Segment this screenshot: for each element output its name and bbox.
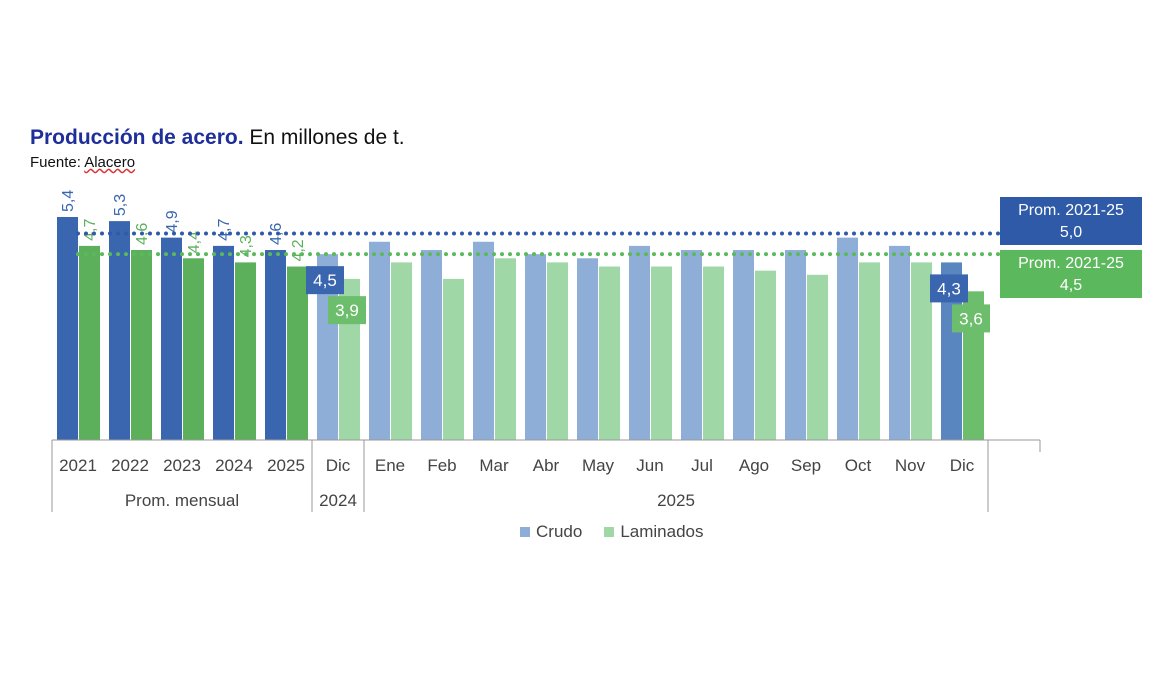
avg-crudo-value: 5,0 <box>1059 224 1083 241</box>
bar-laminados <box>287 266 308 440</box>
legend-crudo: Crudo <box>520 522 582 542</box>
category-label: Ago <box>739 456 769 475</box>
legend-label-crudo: Crudo <box>536 522 583 541</box>
group-label: Prom. mensual <box>125 491 239 510</box>
category-label: Mar <box>479 456 509 475</box>
source: Fuente: Alacero <box>30 154 135 171</box>
data-label-crudo: 4,3 <box>937 279 961 298</box>
bar-crudo <box>525 254 546 440</box>
data-label-box-crudo <box>306 266 344 295</box>
category-label: 2022 <box>111 456 149 475</box>
category-label: Ene <box>375 456 405 475</box>
title-bold: Producción de acero. <box>30 126 244 149</box>
data-label-crudo: 4,9 <box>164 210 181 232</box>
bar-crudo <box>473 241 494 440</box>
category-label: Jul <box>691 456 713 475</box>
data-label-laminados: 3,6 <box>959 309 983 328</box>
bar-laminados <box>599 266 620 440</box>
avg-lam-name: Prom. 2021-25 <box>1018 255 1124 272</box>
bar-laminados <box>911 262 932 440</box>
bar-crudo <box>421 250 442 440</box>
data-label-laminados: 4,3 <box>238 235 255 257</box>
category-label: Dic <box>950 456 975 475</box>
data-label-laminados: 3,9 <box>335 301 359 320</box>
bar-crudo <box>837 237 858 440</box>
bar-crudo <box>577 258 598 440</box>
bar-laminados <box>131 250 152 440</box>
bar-crudo <box>785 250 806 440</box>
source-name: Alacero <box>84 154 136 171</box>
data-label-laminados: 4,2 <box>290 239 307 261</box>
bar-laminados <box>807 274 828 440</box>
category-label: 2021 <box>59 456 97 475</box>
category-label: 2024 <box>215 456 253 475</box>
data-label-laminados: 4,7 <box>82 219 99 241</box>
category-label: 2025 <box>267 456 305 475</box>
category-label: Jun <box>636 456 663 475</box>
bar-laminados <box>755 270 776 440</box>
bar-laminados <box>391 262 412 440</box>
category-label: Sep <box>791 456 821 475</box>
category-label: Nov <box>895 456 926 475</box>
bar-laminados <box>859 262 880 440</box>
group-label: 2024 <box>319 491 357 510</box>
bar-laminados <box>495 258 516 440</box>
avg-crudo-name: Prom. 2021-25 <box>1018 202 1124 219</box>
category-label: Feb <box>427 456 456 475</box>
data-label-crudo: 5,3 <box>112 194 129 216</box>
bar-crudo <box>369 241 390 440</box>
bar-crudo <box>109 221 130 440</box>
legend-swatch-crudo <box>520 527 530 537</box>
bar-crudo <box>265 250 286 440</box>
bar-laminados <box>443 278 464 440</box>
avg-lam-value: 4,5 <box>1059 277 1083 294</box>
category-label: Oct <box>845 456 872 475</box>
avg-crudo-box: Prom. 2021-25 5,0 <box>1000 197 1142 245</box>
data-label-crudo: 5,4 <box>60 190 77 212</box>
bar-crudo <box>889 245 910 440</box>
bar-laminados <box>703 266 724 440</box>
data-label-box-laminados <box>328 296 366 325</box>
category-label: May <box>582 456 615 475</box>
bar-laminados <box>235 262 256 440</box>
data-label-crudo: 4,5 <box>313 271 337 290</box>
legend-label-laminados: Laminados <box>620 522 704 541</box>
category-label: Abr <box>533 456 560 475</box>
avg-lam-box: Prom. 2021-25 4,5 <box>1000 250 1142 298</box>
source-label: Fuente: <box>30 154 85 171</box>
bar-crudo <box>161 237 182 440</box>
legend: Crudo Laminados <box>520 522 703 542</box>
bar-laminados <box>547 262 568 440</box>
legend-laminados: Laminados <box>604 522 703 542</box>
category-label: 2023 <box>163 456 201 475</box>
group-label: 2025 <box>657 491 695 510</box>
bar-crudo <box>681 250 702 440</box>
bar-crudo <box>213 245 234 440</box>
data-label-box-laminados <box>952 304 990 333</box>
title-rest: En millones de t. <box>243 126 405 149</box>
data-label-laminados: 4,4 <box>186 231 203 253</box>
legend-swatch-laminados <box>604 527 615 537</box>
bar-crudo <box>57 216 78 440</box>
bar-laminados <box>79 245 100 440</box>
bar-crudo <box>629 245 650 440</box>
data-label-crudo: 4,7 <box>216 219 233 241</box>
bar-laminados <box>651 266 672 440</box>
bar-crudo <box>733 250 754 440</box>
bar-laminados <box>183 258 204 440</box>
data-label-box-crudo <box>930 274 968 303</box>
category-label: Dic <box>326 456 351 475</box>
chart-title: Producción de acero. En millones de t. <box>30 126 405 150</box>
